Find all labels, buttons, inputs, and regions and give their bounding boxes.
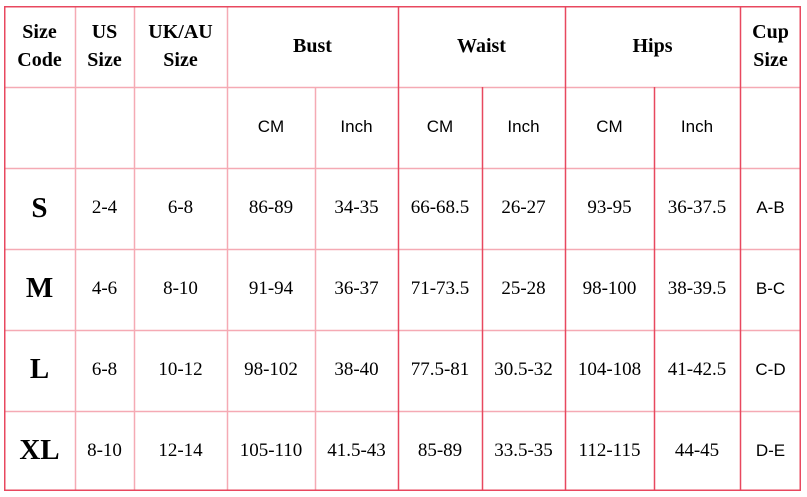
table-row: S 2-4 6-8 86-89 34-35 66-68.5 26-27 93-95 36-37.… — [4, 168, 801, 249]
waist-cm-unit: CM — [426, 117, 454, 137]
cell-hips-in: 36-37.5 — [667, 197, 727, 219]
cell-waist-cm: 66-68.5 — [410, 197, 470, 219]
cell-code: L — [29, 353, 50, 386]
cell-waist-cm: 77.5-81 — [410, 358, 470, 380]
cell-waist-cm: 71-73.5 — [410, 277, 470, 299]
cell-waist-in: 25-28 — [501, 277, 546, 299]
header-bust: Bust — [293, 35, 332, 58]
header-hips: Hips — [632, 35, 673, 58]
table-row: M 4-6 8-10 91-94 36-37 71-73.5 25-28 98-100 38-3… — [4, 248, 801, 329]
cell-hips-in: 41-42.5 — [667, 358, 727, 380]
cell-us: 8-10 — [87, 439, 122, 461]
cell-hips-cm: 104-108 — [577, 358, 642, 380]
cell-bust-cm: 86-89 — [248, 197, 294, 219]
cell-uk: 12-14 — [158, 439, 203, 461]
cell-bust-in: 38-40 — [334, 358, 379, 380]
cell-bust-cm: 91-94 — [248, 277, 294, 299]
bust-cm-unit: CM — [257, 117, 285, 137]
empty-cell — [75, 87, 134, 168]
cell-us: 6-8 — [91, 358, 118, 380]
cell-bust-in: 36-37 — [334, 277, 379, 299]
header-size-code: Size Code — [17, 21, 62, 72]
header-us-size: US Size — [87, 21, 122, 72]
cell-waist-cm: 85-89 — [417, 439, 463, 461]
cell-hips-cm: 98-100 — [582, 277, 637, 299]
units-row: CM Inch CM Inch CM Inch — [4, 87, 801, 168]
cell-uk: 10-12 — [158, 358, 203, 380]
empty-cell — [134, 87, 227, 168]
cell-hips-in: 38-39.5 — [667, 277, 727, 299]
cell-code: S — [31, 191, 48, 224]
table-row: XL 8-10 12-14 105-110 41.5-43 85-89 33.5-35 112… — [4, 410, 801, 491]
cell-code: XL — [19, 434, 60, 467]
cell-bust-in: 34-35 — [334, 197, 379, 219]
cell-uk: 8-10 — [163, 277, 198, 299]
header-uk-au-size: UK/AU Size — [148, 21, 213, 72]
cell-hips-cm: 112-115 — [578, 439, 641, 461]
empty-cell — [4, 87, 75, 168]
header-waist: Waist — [457, 35, 506, 58]
cell-us: 4-6 — [91, 277, 118, 299]
cell-us: 2-4 — [91, 197, 118, 219]
cell-waist-in: 30.5-32 — [494, 358, 553, 380]
cell-hips-cm: 93-95 — [587, 197, 632, 219]
cell-cup: A-B — [756, 198, 785, 218]
cell-cup: C-D — [755, 359, 786, 379]
cell-cup: D-E — [755, 440, 786, 460]
cell-uk: 6-8 — [167, 197, 194, 219]
hips-inch-unit: Inch — [680, 117, 714, 137]
cell-code: M — [25, 272, 54, 305]
hips-cm-unit: CM — [596, 117, 623, 137]
cell-bust-in: 41.5-43 — [327, 439, 386, 461]
cell-waist-in: 26-27 — [501, 197, 546, 219]
cell-cup: B-C — [755, 278, 786, 298]
cell-bust-cm: 105-110 — [239, 439, 303, 461]
cell-waist-in: 33.5-35 — [494, 439, 553, 461]
cell-hips-in: 44-45 — [674, 439, 720, 461]
waist-inch-unit: Inch — [507, 117, 540, 137]
size-chart-table: Size Code US Size UK/AU Size Bust Waist … — [4, 6, 801, 491]
table-row: L 6-8 10-12 98-102 38-40 77.5-81 30.5-32 104-10… — [4, 329, 801, 410]
bust-inch-unit: Inch — [340, 117, 373, 137]
header-row: Size Code US Size UK/AU Size Bust Waist … — [4, 6, 801, 87]
header-cup-size: Cup Size — [752, 21, 789, 72]
cell-bust-cm: 98-102 — [244, 358, 298, 380]
empty-cell — [740, 87, 801, 168]
